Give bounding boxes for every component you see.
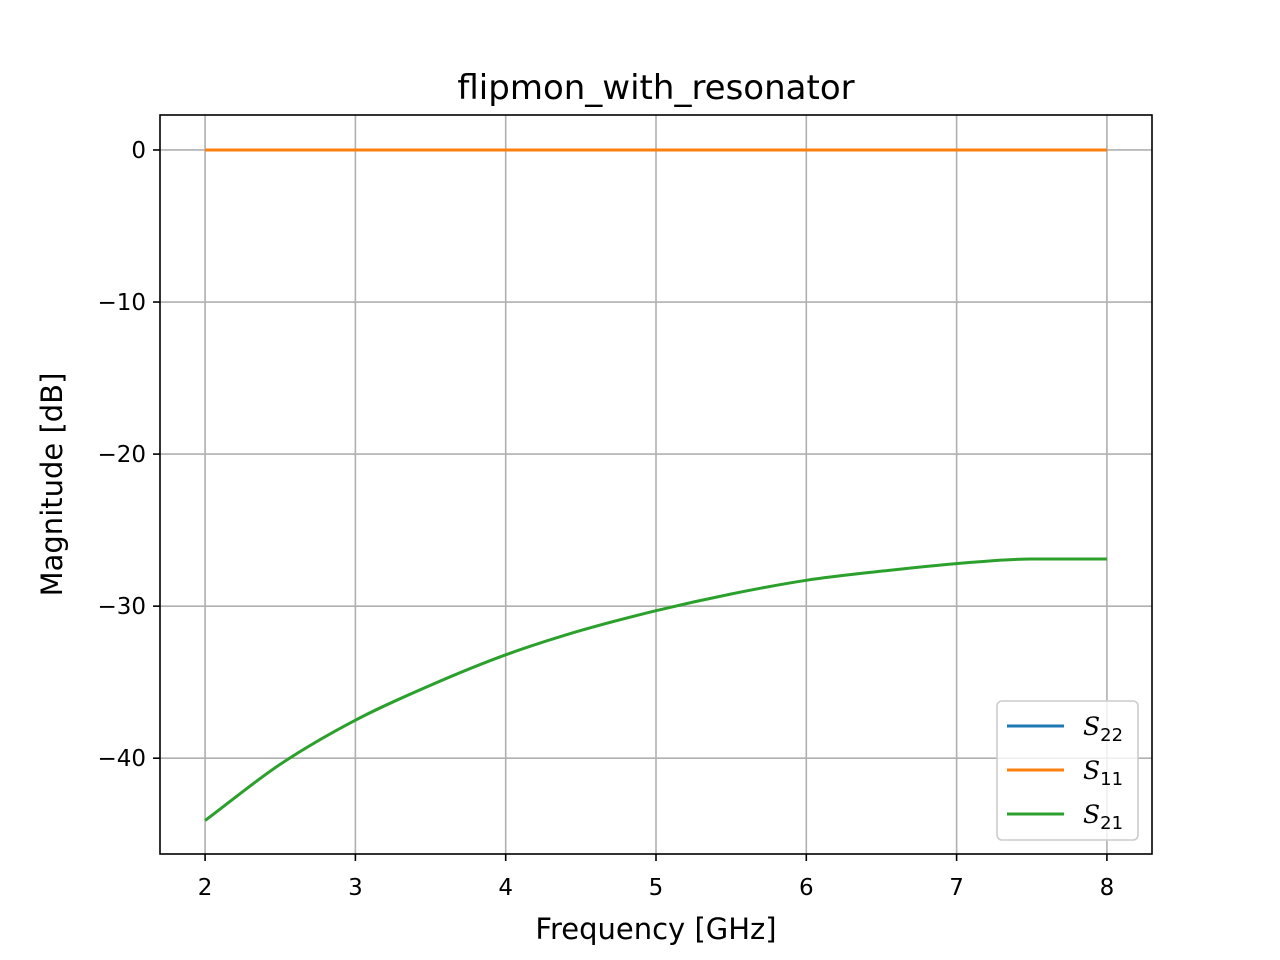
axis-ticks: 2 3 4 5 6 7 8 0 −10 −20 −30 −40 — [97, 138, 1114, 901]
legend-label-S21: S21 — [1083, 800, 1123, 834]
chart-title: flipmon_with_resonator — [457, 68, 854, 108]
y-tick-label: −10 — [97, 290, 146, 316]
y-tick-label: −20 — [97, 442, 146, 468]
x-tick-label: 7 — [949, 875, 964, 901]
x-tick-label: 8 — [1100, 875, 1115, 901]
x-tick-label: 6 — [799, 875, 814, 901]
y-axis-label: Magnitude [dB] — [35, 373, 69, 597]
series-line-S21 — [204, 557, 1107, 822]
y-tick-label: −40 — [97, 746, 146, 772]
x-tick-label: 5 — [649, 875, 664, 901]
y-tick-label: 0 — [131, 138, 146, 164]
legend-label-S22: S22 — [1083, 712, 1123, 746]
series-layer — [204, 148, 1107, 822]
x-tick-label: 4 — [498, 875, 513, 901]
x-tick-label: 3 — [348, 875, 363, 901]
legend: S22 S11 S21 — [996, 700, 1139, 841]
x-axis-label: Frequency [GHz] — [535, 912, 776, 946]
x-tick-label: 2 — [198, 875, 213, 901]
legend-label-S11: S11 — [1083, 756, 1123, 790]
y-tick-label: −30 — [97, 594, 146, 620]
legend-box — [996, 700, 1139, 841]
